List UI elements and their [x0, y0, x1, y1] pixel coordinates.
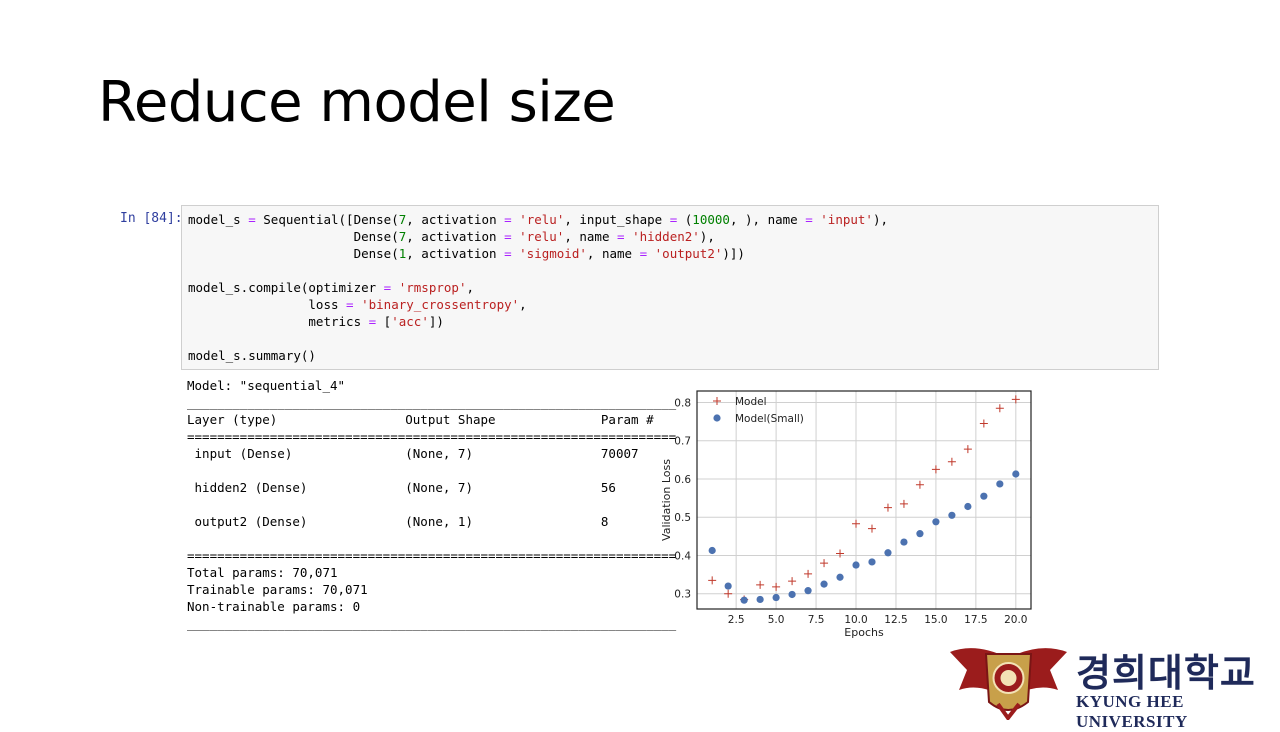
output-line: Non-trainable params: 0: [187, 599, 361, 614]
output-line: ________________________________________…: [187, 616, 677, 631]
code-line: model_s.summary(): [188, 348, 316, 363]
data-point-model: [756, 580, 765, 589]
data-point-model: [979, 419, 988, 428]
y-axis-label: Validation Loss: [660, 459, 673, 541]
data-point-model-small: [852, 561, 860, 569]
code-cell[interactable]: model_s = Sequential([Dense(7, activatio…: [181, 205, 1159, 370]
legend-label: Model: [735, 396, 767, 408]
legend-marker-model-small: [713, 414, 721, 422]
x-axis-label: Epochs: [844, 626, 884, 639]
data-point-model-small: [916, 530, 924, 538]
x-tick-label: 15.0: [924, 614, 947, 626]
y-tick-label: 0.7: [674, 436, 691, 448]
data-point-model-small: [948, 511, 956, 519]
data-point-model: [852, 519, 861, 528]
x-tick-label: 2.5: [728, 614, 745, 626]
output-line: Trainable params: 70,071: [187, 582, 368, 597]
data-point-model: [820, 559, 829, 568]
output-line: Layer (type) Output Shape Param #: [187, 412, 654, 427]
output-line: Model: "sequential_4": [187, 378, 346, 393]
legend-label: Model(Small): [735, 413, 804, 425]
output-line: ========================================…: [187, 548, 677, 563]
y-tick-label: 0.4: [674, 550, 691, 562]
code-line: model_s = Sequential([Dense(7, activatio…: [188, 212, 889, 227]
data-point-model: [804, 569, 813, 578]
data-point-model: [788, 577, 797, 586]
university-emblem: [950, 648, 1067, 720]
data-point-model: [963, 445, 972, 454]
data-point-model-small: [932, 518, 940, 526]
data-point-model-small: [980, 492, 988, 500]
data-point-model: [899, 499, 908, 508]
data-point-model: [915, 480, 924, 489]
code-text[interactable]: model_s = Sequential([Dense(7, activatio…: [188, 211, 888, 364]
data-point-model-small: [820, 580, 828, 588]
y-tick-label: 0.3: [674, 589, 691, 601]
x-tick-label: 12.5: [884, 614, 907, 626]
slide-title: Reduce model size: [98, 70, 616, 135]
data-point-model: [931, 465, 940, 474]
data-point-model-small: [724, 582, 732, 590]
data-point-model: [947, 457, 956, 466]
code-line: model_s.compile(optimizer = 'rmsprop',: [188, 280, 474, 295]
validation-loss-chart: 2.5 5.0 7.5 10.0 12.5 15.0 17.5 20.0 0.3 0.4 0.5 0.…: [660, 390, 1032, 639]
code-line: Dense(7, activation = 'relu', name = 'hi…: [188, 229, 715, 244]
output-line: output2 (Dense) (None, 1) 8: [194, 514, 609, 529]
data-point-model-small: [788, 590, 796, 599]
plot-frame: [696, 390, 1032, 610]
data-point-model-small: [756, 595, 764, 604]
data-point-model-small: [964, 502, 972, 511]
output-line: hidden2 (Dense) (None, 7) 56: [194, 480, 616, 495]
data-point-model: [1011, 395, 1020, 404]
plot-area: [697, 391, 1031, 609]
data-point-model-small: [900, 538, 908, 546]
data-point-model: [867, 524, 876, 533]
data-point-model-small: [996, 480, 1004, 488]
x-tick-label: 5.0: [768, 614, 785, 626]
data-point-model: [724, 589, 733, 598]
x-tick-label: 17.5: [964, 614, 987, 626]
summary-output: Model: "sequential_4" __________________…: [187, 377, 676, 632]
data-point-model: [883, 503, 892, 512]
code-line: metrics = ['acc']): [188, 314, 444, 329]
x-tick-label: 20.0: [1004, 614, 1027, 626]
output-line: Total params: 70,071: [187, 565, 338, 580]
cell-prompt: In [84]:: [120, 211, 183, 226]
y-tick-label: 0.6: [674, 474, 691, 486]
university-name-english: KYUNG HEE UNIVERSITY: [1076, 692, 1188, 731]
x-tick-label: 7.5: [808, 614, 825, 626]
code-line: Dense(1, activation = 'sigmoid', name = …: [188, 246, 745, 261]
data-point-model-small: [836, 573, 844, 581]
data-point-model-small: [740, 596, 748, 604]
data-point-model: [995, 404, 1004, 413]
data-point-model: [772, 582, 781, 591]
university-name-korean: 경희대학교: [1076, 651, 1256, 695]
output-line: ________________________________________…: [187, 395, 677, 410]
data-point-model: [836, 549, 845, 558]
x-tick-label: 10.0: [844, 614, 867, 626]
output-line: input (Dense) (None, 7) 70007: [194, 446, 639, 461]
data-point-model-small: [804, 587, 812, 595]
code-line: loss = 'binary_crossentropy',: [188, 297, 527, 312]
legend-marker-model: [713, 397, 721, 405]
data-point-model-small: [1012, 470, 1020, 478]
y-tick-label: 0.8: [674, 397, 691, 409]
output-line: ========================================…: [187, 429, 677, 444]
data-point-model-small: [772, 593, 780, 602]
data-point-model: [708, 576, 717, 585]
data-point-model-small: [708, 546, 716, 555]
data-point-model-small: [884, 549, 892, 557]
y-tick-label: 0.5: [674, 512, 691, 524]
data-point-model-small: [868, 558, 876, 566]
